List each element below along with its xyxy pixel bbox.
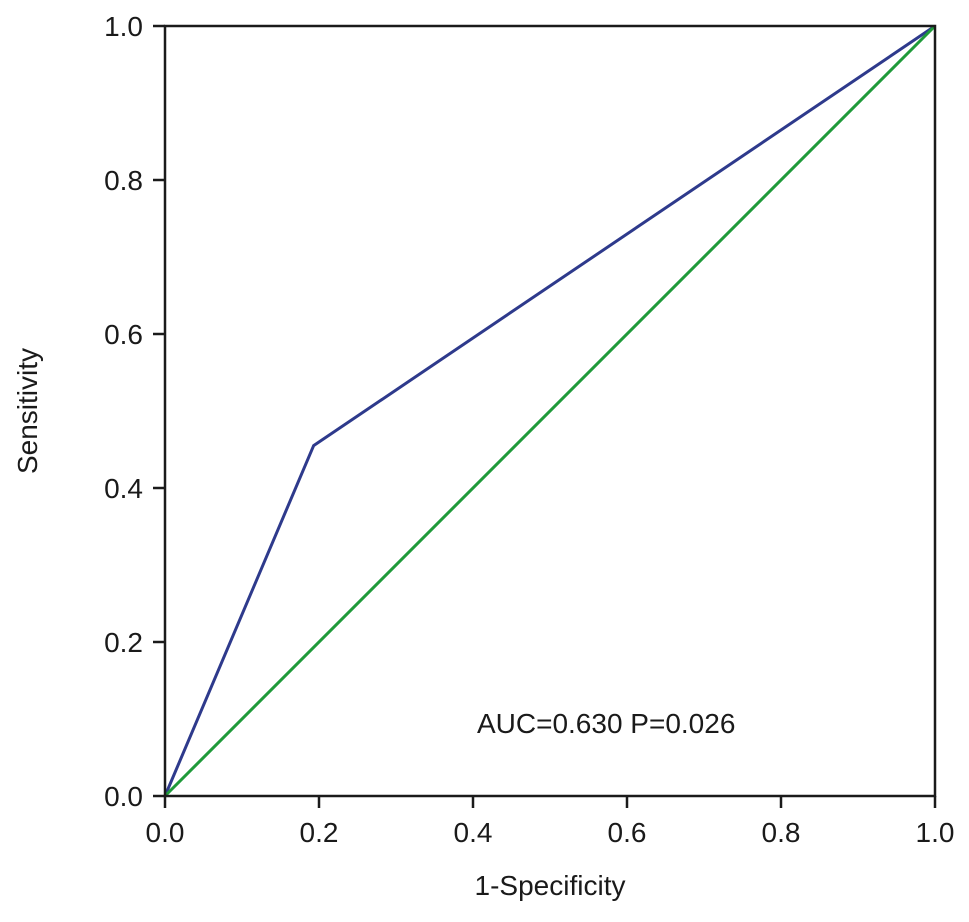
series-layer xyxy=(163,24,937,798)
auc-annotation: AUC=0.630 P=0.026 xyxy=(477,708,735,739)
plot-frame xyxy=(163,24,937,798)
x-axis-title: 1-Specificity xyxy=(475,870,626,901)
x-tick-label: 0.4 xyxy=(454,817,493,848)
y-tick-label: 0.2 xyxy=(104,627,143,658)
y-tick-label: 0.0 xyxy=(104,781,143,812)
y-tick-label: 0.8 xyxy=(104,165,143,196)
x-axis-ticks: 0.0 0.2 0.4 0.6 0.8 1.0 xyxy=(146,796,955,848)
x-tick-label: 0.0 xyxy=(146,817,185,848)
x-tick-label: 0.2 xyxy=(300,817,339,848)
y-tick-label: 0.4 xyxy=(104,473,143,504)
y-axis-title: Sensitivity xyxy=(12,348,43,474)
x-tick-label: 1.0 xyxy=(916,817,955,848)
x-tick-label: 0.6 xyxy=(608,817,647,848)
y-axis-ticks: 0.0 0.2 0.4 0.6 0.8 1.0 xyxy=(104,11,165,812)
y-tick-label: 1.0 xyxy=(104,11,143,42)
y-tick-label: 0.6 xyxy=(104,319,143,350)
reference-diagonal-line xyxy=(163,24,937,798)
roc-curve-line xyxy=(163,24,936,797)
x-tick-label: 0.8 xyxy=(762,817,801,848)
